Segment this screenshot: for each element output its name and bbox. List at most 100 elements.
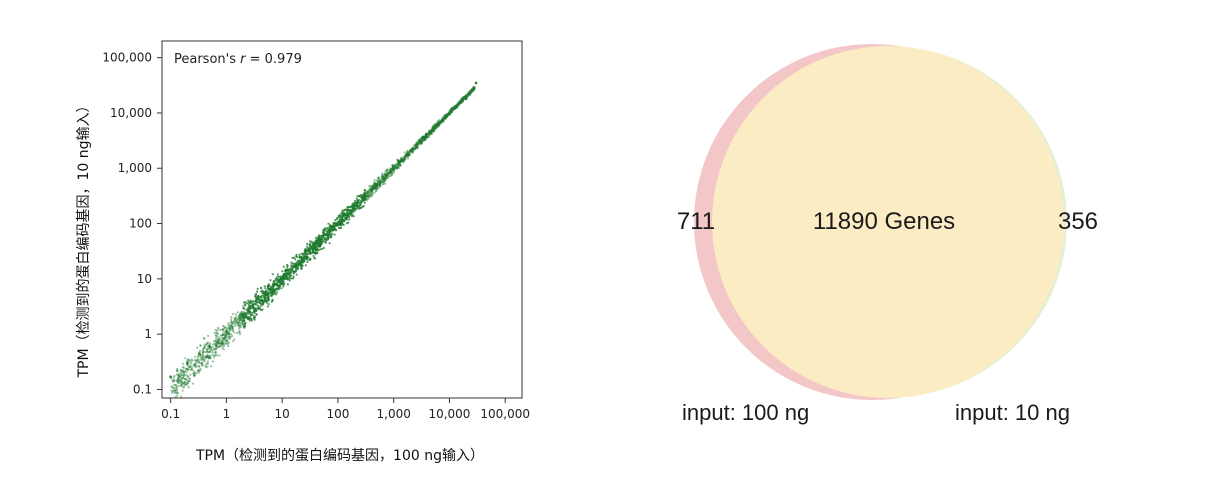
scatter-point (273, 288, 277, 291)
scatter-point (373, 187, 376, 190)
scatter-point (378, 185, 381, 188)
scatter-point (221, 341, 224, 344)
scatter-point (467, 92, 471, 95)
scatter-point (398, 160, 401, 163)
scatter-point (194, 362, 197, 365)
scatter-point (414, 144, 417, 148)
scatter-point (174, 391, 177, 394)
scatter-point (340, 212, 343, 215)
scatter-point (193, 364, 196, 367)
scatter-point (238, 316, 241, 319)
scatter-point (264, 287, 267, 290)
scatter-point (209, 349, 212, 353)
scatter-point (423, 138, 426, 141)
scatter-point (451, 108, 454, 111)
scatter-point (383, 177, 386, 180)
scatter-point (173, 379, 176, 382)
scatter-point (221, 342, 224, 345)
scatter-point (469, 91, 472, 94)
scatter-point (416, 146, 419, 149)
scatter-point (371, 187, 374, 190)
scatter-point (268, 284, 271, 287)
scatter-point (221, 339, 224, 342)
scatter-point (245, 316, 248, 320)
scatter-point (240, 314, 243, 317)
scatter-point (397, 160, 400, 163)
scatter-point (401, 156, 405, 159)
scatter-point (379, 179, 382, 182)
scatter-point (340, 215, 343, 218)
scatter-point (421, 139, 424, 143)
scatter-point (399, 160, 402, 164)
scatter-point (198, 361, 201, 364)
scatter-point (284, 275, 287, 278)
scatter-point (389, 170, 392, 173)
scatter-point (471, 89, 474, 92)
scatter-point (201, 349, 204, 352)
scatter-point (208, 345, 211, 348)
scatter-point (454, 105, 457, 108)
scatter-point (237, 322, 241, 325)
scatter-point (449, 109, 452, 112)
scatter-point (286, 264, 289, 267)
scatter-point (256, 296, 259, 299)
scatter-point (185, 378, 188, 381)
scatter-point (217, 328, 220, 331)
scatter-point (347, 216, 351, 219)
scatter-point (397, 161, 400, 164)
scatter-point (381, 172, 384, 175)
scatter-point (171, 387, 175, 390)
scatter-point (214, 342, 217, 345)
scatter-point (177, 376, 180, 379)
scatter-point (393, 170, 396, 173)
scatter-point (223, 338, 226, 341)
scatter-point (425, 134, 428, 137)
scatter-point (390, 174, 393, 177)
scatter-point (181, 381, 184, 384)
scatter-point (192, 372, 195, 375)
scatter-point (407, 153, 410, 156)
scatter-point (276, 291, 279, 294)
scatter-point (241, 320, 244, 323)
scatter-point (422, 135, 426, 138)
scatter-point (253, 302, 256, 305)
scatter-point (212, 347, 215, 350)
scatter-point (218, 339, 221, 342)
scatter-point (238, 316, 241, 319)
scatter-point (193, 359, 196, 362)
scatter-point (417, 142, 420, 145)
scatter-point (352, 210, 355, 214)
scatter-point (176, 379, 179, 382)
scatter-point (198, 352, 201, 355)
scatter-point (419, 139, 422, 142)
scatter-point (385, 175, 388, 178)
scatter-points (169, 81, 478, 398)
scatter-point (466, 94, 469, 97)
scatter-point (253, 318, 256, 321)
scatter-point (433, 127, 436, 130)
scatter-point (367, 190, 370, 193)
scatter-point (418, 140, 421, 143)
scatter-point (388, 171, 391, 174)
scatter-point (207, 351, 210, 354)
scatter-point (443, 115, 446, 118)
scatter-point (462, 96, 465, 99)
scatter-point (222, 344, 226, 348)
scatter-point (220, 343, 223, 346)
y-tick-label: 100 (129, 217, 152, 231)
scatter-point (425, 136, 428, 139)
scatter-point (278, 279, 281, 283)
scatter-point (226, 332, 229, 336)
scatter-point (209, 347, 213, 350)
y-tick-label: 0.1 (133, 382, 152, 396)
scatter-point (221, 342, 224, 345)
scatter-point (371, 186, 374, 190)
scatter-point (217, 342, 220, 345)
scatter-point (452, 106, 455, 109)
scatter-point (223, 330, 226, 333)
scatter-point (280, 276, 284, 280)
scatter-point (470, 90, 474, 93)
scatter-point (372, 185, 375, 188)
scatter-point (449, 110, 452, 114)
scatter-point (208, 351, 211, 354)
